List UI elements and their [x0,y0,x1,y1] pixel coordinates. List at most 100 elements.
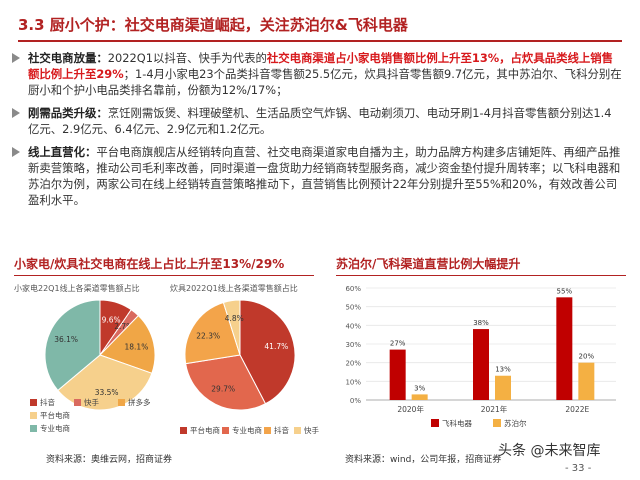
bullet-text: 烹饪刚需饭煲、料理破壁机、生活品质空气炸锅、电动剃须刀、电动牙刷1-4月抖音零售… [28,106,612,136]
pie-slice [99,314,156,374]
pie-data-label: 36.1% [54,335,78,344]
pie2-legend: 平台电商 专业电商 抖音 快手 [180,425,320,439]
legend-swatch [30,399,37,406]
pie-slice [239,299,296,405]
pie2-subtitle: 炊具2022Q1线上各渠道零售额占比 [170,284,298,293]
x-tick-label: 2021年 [481,404,508,414]
bar [578,362,595,400]
bar [495,375,511,400]
bullet-social-ecommerce: 社交电商放量：2022Q1以抖音、快手为代表的社交电商渠道占小家电销售额比例上升… [10,50,622,98]
x-tick-label: 2022E [565,405,589,414]
left-source-note: 资料来源：奥维云网，招商证券 [46,455,173,465]
bar [556,297,573,400]
bar-data-label: 13% [495,366,511,374]
legend-label: 苏泊尔 [504,418,527,428]
legend-label: 拼多多 [128,398,151,407]
right-panel-title: 苏泊尔/飞科渠道直营比例大幅提升 [336,257,521,271]
legend-swatch [74,399,81,406]
bar [411,394,428,400]
y-tick-label: 50% [345,304,361,312]
pie-data-label: 2.7% [114,322,133,331]
bar-chart-direct-sales: 0% 10% 20% 30% 40% 50% 60% 27% 3% 2020年 38% 13% 2021… [345,285,616,428]
y-tick-label: 10% [345,378,361,386]
bar-data-label: 55% [557,287,573,295]
legend-item: 平台电商 [180,425,220,436]
pie-slice [45,299,101,392]
legend-swatch [30,425,37,432]
legend-item: 专业电商 [30,423,70,434]
watermark: 头条 @未来智库 [498,443,601,459]
bullet-list: 社交电商放量：2022Q1以抖音、快手为代表的社交电商渠道占小家电销售额比例上升… [10,50,622,215]
legend-label: 专业电商 [40,424,70,433]
pie-slice [184,301,241,365]
bullet-label: 线上直营化： [28,145,97,159]
pie-chart-small-appliance: 9.6%2.7% 18.1% 33.5% 36.1% [45,299,156,411]
y-tick-label: 40% [345,322,361,330]
pie1-legend: 抖音 快手 拼多多 平台电商 专业电商 [30,397,170,445]
legend-swatch [118,399,125,406]
bullet-arrow-icon [12,147,20,157]
pie-data-label: 18.1% [125,342,149,351]
legend-item: 拼多多 [118,397,151,408]
legend-item: 快手 [294,425,319,436]
bullet-arrow-icon [12,53,20,63]
bullet-online-direct: 线上直营化：平台电商旗舰店从经销转向直营、社交电商渠道家电自播为主，助力品牌方构… [10,144,622,208]
bar [473,329,489,400]
legend-label: 飞科电器 [442,418,472,428]
bullet-label: 刚需品类升级： [28,106,108,120]
x-tick-label: 2020年 [397,404,424,414]
bar-data-label: 27% [390,340,406,348]
page-title: 3.3 厨小个护：社交电商渠道崛起，关注苏泊尔&飞科电器 [18,16,408,34]
legend-label: 专业电商 [232,426,262,435]
page-number: - 33 - [565,463,592,474]
legend-item: 平台电商 [30,410,70,421]
bullet-category-upgrade: 刚需品类升级：烹饪刚需饭煲、料理破壁机、生活品质空气炸锅、电动剃须刀、电动牙刷1… [10,105,622,137]
legend-label: 平台电商 [190,426,220,435]
legend-swatch [294,427,301,434]
pie-slice [57,354,153,411]
legend-label: 快手 [84,398,99,407]
bar-data-label: 20% [579,353,595,361]
left-panel-divider [14,275,314,276]
y-tick-label: 0% [350,397,361,405]
bullet-text: ；1-4月小家电23个品类抖音零售额25.5亿元，炊具抖音零售额9.7亿元，其中… [28,67,622,97]
legend-label: 抖音 [40,398,55,407]
legend-swatch [431,419,439,427]
legend-swatch [30,412,37,419]
pie-data-label: 33.5% [95,388,119,397]
pie-data-label: 22.3% [196,331,220,340]
pie1-subtitle: 小家电22Q1线上各渠道零售额占比 [14,284,140,293]
legend-item: 抖音 [264,425,289,436]
legend-swatch [180,427,187,434]
bullet-arrow-icon [12,108,20,118]
legend-swatch [264,427,271,434]
right-source-note: 资料来源：wind，公司年报，招商证券 [345,455,502,465]
pie-slice [185,354,267,411]
legend-item: 专业电商 [222,425,262,436]
title-divider [18,40,622,42]
legend-label: 抖音 [274,426,289,435]
pie-data-label: 9.6% [102,315,121,324]
bullet-text: 平台电商旗舰店从经销转向直营、社交电商渠道家电自播为主，助力品牌方构建多店铺矩阵… [28,145,621,207]
legend-label: 平台电商 [40,411,70,420]
bar-data-label: 38% [473,319,489,327]
legend-swatch [493,419,501,427]
y-tick-label: 30% [345,341,361,349]
pie-data-label: 4.8% [225,314,244,323]
pie-chart-cookware: 41.7% 29.7% 22.3% 4.8% [184,299,296,411]
bullet-text: 2022Q1以抖音、快手为代表的 [107,51,267,65]
pie-slice [222,299,241,356]
y-tick-label: 20% [345,360,361,368]
bullet-highlight-text: 社交电商渠道占小家电销售额比例上升至13%，占炊具品类线上销售额比例上升至29% [28,51,614,81]
legend-item: 抖音 [30,397,55,408]
legend-swatch [222,427,229,434]
pie-data-label: 41.7% [264,342,288,351]
left-panel-title: 小家电/炊具社交电商在线上占比上升至13%/29% [14,257,285,271]
y-tick-label: 60% [345,285,361,293]
pie-data-label: 29.7% [211,384,235,393]
legend-label: 快手 [304,426,319,435]
legend-item: 快手 [74,397,99,408]
bar [389,349,406,400]
right-panel-divider [336,275,626,276]
